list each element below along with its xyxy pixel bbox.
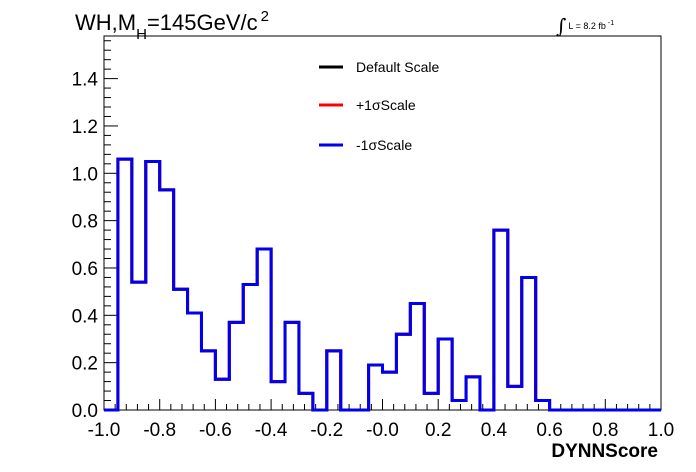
x-tick-label: -0.0 [366,420,399,441]
x-tick-label: 0.6 [536,420,562,441]
y-tick-label: 0.6 [72,259,98,280]
y-tick-label: 1.0 [72,164,98,185]
legend-label-0: Default Scale [356,59,439,75]
title-prefix: WH,M [75,10,137,35]
y-tick-label: 1.2 [72,117,98,138]
x-axis-label: DYNNScore [551,441,658,462]
x-tick-label: 0.2 [425,420,451,441]
x-axis: -1.0 -0.8 -0.6 -0.4 -0.2 -0.0 0.2 0.4 0.6 0.8 1.0 [88,399,674,441]
x-tick-label: -0.6 [199,420,232,441]
x-tick-label: 1.0 [648,420,674,441]
luminosity-label: ∫ L = 8.2 fb -1 [556,10,615,38]
luminosity-superscript: -1 [607,20,615,27]
title-superscript: 2 [260,8,269,25]
legend-label-2: -1σScale [356,137,412,153]
y-tick-label: 0.4 [72,306,99,327]
y-tick-label: 0.0 [72,401,98,422]
x-tick-label: -0.4 [255,420,288,441]
x-tick-label: -0.8 [143,420,176,441]
plot-frame [103,35,662,411]
y-axis: 0.0 0.2 0.4 0.6 0.8 1.0 1.2 1.4 [72,40,118,422]
y-tick-label: 1.4 [72,70,99,91]
y-tick-label: 0.2 [72,354,98,375]
legend-label-1: +1σScale [356,97,416,113]
x-tick-label: -0.2 [310,420,343,441]
title-subscript: H [136,26,147,43]
histogram-line-2 [104,157,661,412]
y-tick-label: 0.8 [72,212,98,233]
x-tick-label: 0.8 [592,420,618,441]
x-tick-label: -1.0 [88,420,121,441]
legend: Default Scale +1σScale -1σScale [319,59,439,153]
luminosity-text: L = 8.2 fb [568,21,606,31]
x-tick-label: 0.4 [481,420,508,441]
title-value: =145GeV/c [146,10,258,35]
histogram-series [104,157,661,412]
integral-icon: ∫ [556,14,567,38]
chart-title: WH,MH=145GeV/c 2 [75,8,269,43]
